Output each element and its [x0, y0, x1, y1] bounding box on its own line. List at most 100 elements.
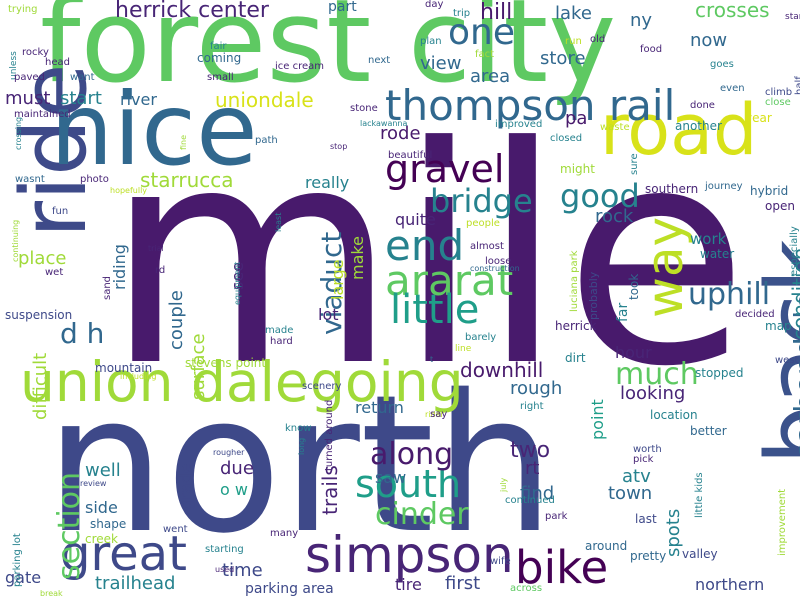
- cloud-word: start: [60, 88, 102, 109]
- cloud-word: time: [222, 560, 263, 581]
- cloud-word: path: [255, 135, 278, 146]
- cloud-word: mountain: [95, 361, 153, 375]
- cloud-word: trip: [453, 8, 471, 19]
- cloud-word: close: [765, 97, 791, 108]
- cloud-word: know: [285, 423, 312, 434]
- cloud-word: went: [163, 524, 188, 535]
- cloud-word: might: [560, 162, 595, 176]
- cloud-word: last: [635, 512, 657, 526]
- cloud-word: point: [588, 399, 607, 440]
- cloud-word: year: [745, 111, 772, 125]
- cloud-word: large: [328, 259, 347, 300]
- cloud-word: took: [627, 273, 641, 300]
- cloud-word: gravel: [385, 147, 505, 191]
- cloud-word: uphill: [688, 277, 771, 312]
- cloud-word: trial: [148, 244, 164, 253]
- cloud-word: little kids: [694, 472, 705, 518]
- cloud-word: work: [690, 230, 727, 248]
- cloud-word: made: [265, 325, 294, 336]
- cloud-word: construction: [470, 264, 520, 273]
- cloud-word: shape: [90, 517, 127, 531]
- cloud-word: run: [565, 36, 582, 47]
- cloud-word: fact: [475, 49, 495, 60]
- cloud-word: return: [355, 398, 404, 417]
- cloud-word: great: [60, 526, 187, 582]
- cloud-word: trying: [8, 4, 38, 15]
- cloud-word: decided: [735, 309, 775, 320]
- cloud-word: sure: [629, 153, 640, 175]
- cloud-word: lot: [318, 305, 339, 324]
- cloud-word: trailhead: [95, 573, 176, 594]
- cloud-word: downhill: [460, 358, 544, 382]
- cloud-word: now: [690, 30, 728, 51]
- cloud-word: half: [794, 76, 800, 95]
- cloud-word: must: [5, 88, 51, 109]
- cloud-word: road: [600, 89, 758, 171]
- cloud-word: ice cream: [275, 61, 325, 72]
- cloud-word: south: [355, 462, 462, 506]
- cloud-word: make: [348, 236, 367, 280]
- cloud-word: atv: [622, 466, 651, 487]
- cloud-word: way: [636, 216, 694, 318]
- cloud-word: continuing: [11, 219, 20, 262]
- cloud-word: almost: [470, 241, 504, 252]
- cloud-word: forest city: [40, 0, 617, 109]
- cloud-word: quite: [395, 210, 436, 229]
- cloud-word: around: [585, 539, 628, 553]
- cloud-word: barely: [465, 332, 497, 343]
- cloud-word: northern: [695, 575, 765, 594]
- cloud-word: wife: [490, 556, 511, 567]
- cloud-word: head: [45, 57, 70, 68]
- cloud-word: rocky: [22, 47, 49, 58]
- cloud-word: nice: [50, 71, 258, 188]
- cloud-word: rd: [155, 265, 166, 276]
- cloud-word: grade: [176, 463, 195, 510]
- cloud-word: pick: [633, 454, 654, 465]
- cloud-word: map: [765, 319, 792, 333]
- cloud-word: loose: [485, 256, 512, 267]
- cloud-word: simpson: [305, 526, 514, 584]
- cloud-word: fine: [179, 134, 188, 150]
- cloud-word: lackawanna: [360, 119, 408, 128]
- cloud-word: trails: [318, 465, 342, 515]
- cloud-word: well: [85, 460, 121, 481]
- cloud-word: hopefully: [110, 186, 148, 195]
- cloud-word: southern: [645, 182, 699, 196]
- cloud-word: uniondale: [215, 88, 314, 112]
- cloud-word: fair: [210, 41, 227, 52]
- cloud-word: spots: [663, 508, 684, 557]
- cloud-word: dirt: [565, 351, 586, 365]
- cloud-word: one: [448, 12, 515, 53]
- cloud-word: cinder: [375, 497, 469, 532]
- cloud-word: journey: [705, 181, 743, 192]
- cloud-word: wet: [45, 267, 64, 278]
- cloud-word: stone: [350, 103, 378, 114]
- cloud-word: hill: [480, 0, 513, 25]
- cloud-word: rougher: [213, 448, 245, 457]
- cloud-word: two: [510, 438, 551, 463]
- cloud-word: beautiful: [388, 150, 433, 161]
- cloud-word: old: [590, 34, 606, 45]
- cloud-word: review: [80, 479, 107, 488]
- cloud-word: water: [700, 247, 735, 261]
- cloud-word: hour: [615, 343, 652, 362]
- cloud-word: july: [499, 477, 508, 492]
- cloud-word: rock: [595, 206, 634, 227]
- cloud-word: side: [85, 498, 118, 517]
- cloud-word: another: [675, 119, 722, 133]
- cloud-word: herrick center: [115, 0, 269, 23]
- cloud-word: difficult: [30, 352, 51, 420]
- cloud-word: say: [430, 409, 448, 420]
- cloud-word: coming: [197, 51, 242, 65]
- cloud-word: river: [120, 90, 157, 109]
- cloud-word: couple: [166, 290, 187, 350]
- cloud-word: starting: [205, 544, 244, 555]
- cloud-word: town: [608, 483, 653, 504]
- cloud-word: luciana park: [569, 250, 580, 312]
- cloud-word: really: [305, 173, 350, 192]
- cloud-word: much: [615, 357, 699, 392]
- cloud-word: park: [545, 511, 568, 522]
- cloud-word: used: [215, 565, 235, 574]
- cloud-word: parking area: [245, 581, 334, 597]
- cloud-word: climb: [765, 87, 793, 98]
